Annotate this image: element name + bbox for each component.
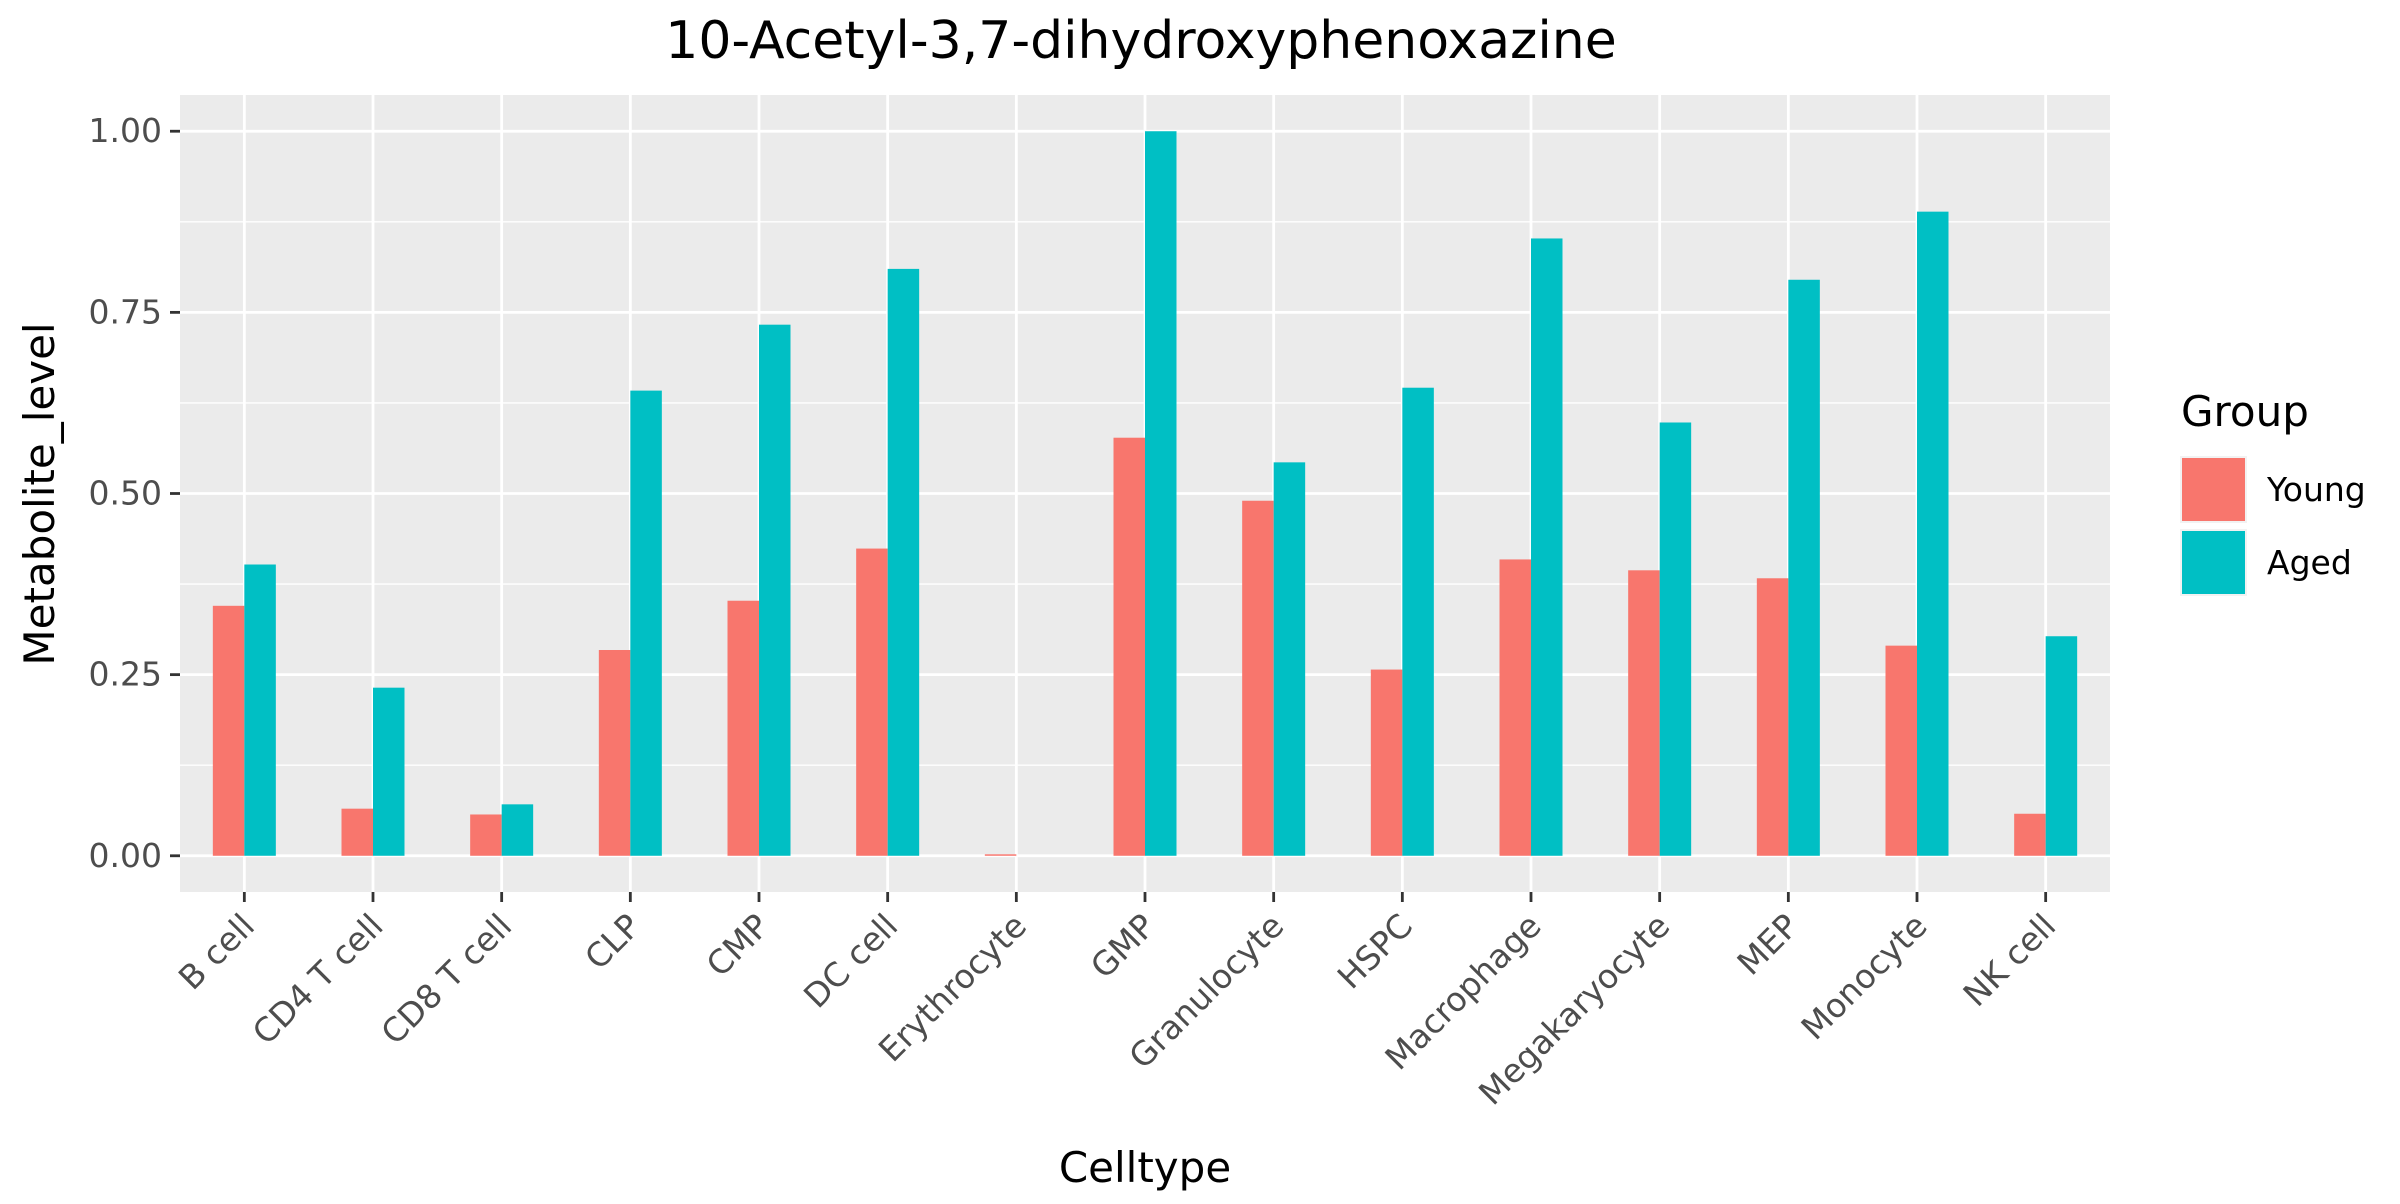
bar-young bbox=[1242, 500, 1274, 856]
bar-aged bbox=[1145, 131, 1177, 856]
bar-aged bbox=[759, 324, 791, 856]
bar-young bbox=[856, 548, 888, 856]
chart-title: 10-Acetyl-3,7-dihydroxyphenoxazine bbox=[665, 11, 1617, 71]
y-tick-label: 0.25 bbox=[89, 655, 162, 694]
y-tick-label: 0.75 bbox=[89, 292, 162, 331]
x-tick-label: DC cell bbox=[796, 906, 905, 1015]
x-tick-label: Monocyte bbox=[1793, 906, 1934, 1047]
bar-young bbox=[1756, 578, 1789, 856]
bars-layer bbox=[212, 131, 2078, 856]
bar-young bbox=[1628, 570, 1660, 856]
x-tick-label: MEP bbox=[1729, 906, 1806, 983]
bar-young bbox=[1499, 559, 1531, 856]
bar-young bbox=[984, 854, 1017, 856]
bar-young bbox=[598, 650, 631, 856]
bar-aged bbox=[373, 687, 405, 856]
bar-aged bbox=[1531, 238, 1563, 856]
x-tick-label: CLP bbox=[577, 906, 648, 977]
bar-young bbox=[1885, 645, 1917, 856]
x-tick-label: CMP bbox=[699, 906, 777, 984]
bar-aged bbox=[1273, 462, 1306, 856]
legend-label-young: Young bbox=[2266, 470, 2366, 509]
y-tick-label: 1.00 bbox=[89, 111, 162, 150]
y-tick-label: 0.50 bbox=[89, 474, 162, 513]
y-tick-label: 0.00 bbox=[89, 836, 162, 875]
bar-young bbox=[341, 808, 373, 856]
x-tick-label: B cell bbox=[171, 906, 262, 997]
y-axis-title: Metabolite_level bbox=[15, 322, 64, 665]
legend-items: Young Aged bbox=[2180, 456, 2366, 596]
bar-aged bbox=[1788, 279, 1820, 856]
bar-young bbox=[1370, 669, 1403, 856]
bar-young bbox=[470, 814, 502, 856]
bar-aged bbox=[244, 564, 276, 856]
legend-title: Group bbox=[2181, 387, 2309, 436]
bar-young bbox=[1113, 437, 1145, 856]
x-tick-label: GMP bbox=[1083, 906, 1163, 986]
bar-young bbox=[2014, 813, 2046, 856]
bar-aged bbox=[887, 268, 920, 856]
bar-aged bbox=[1659, 422, 1692, 856]
bar-young bbox=[727, 600, 759, 856]
x-axis-title: Celltype bbox=[1059, 1143, 1231, 1192]
legend-label-aged: Aged bbox=[2267, 543, 2352, 582]
x-tick-label: CD8 T cell bbox=[373, 906, 519, 1052]
bar-young bbox=[212, 605, 245, 856]
bar-aged bbox=[1402, 387, 1434, 856]
legend-swatch-aged bbox=[2182, 531, 2245, 594]
x-tick-label: NK cell bbox=[1955, 906, 2063, 1014]
legend-swatch-young bbox=[2182, 458, 2245, 521]
bar-aged bbox=[2045, 636, 2078, 856]
x-tick-label: HSPC bbox=[1330, 906, 1420, 996]
bar-aged bbox=[630, 390, 662, 856]
bar-aged bbox=[501, 804, 534, 856]
legend: Group Young Aged bbox=[2180, 387, 2366, 596]
bar-aged bbox=[1917, 211, 1949, 856]
x-tick-label: CD4 T cell bbox=[245, 906, 391, 1052]
